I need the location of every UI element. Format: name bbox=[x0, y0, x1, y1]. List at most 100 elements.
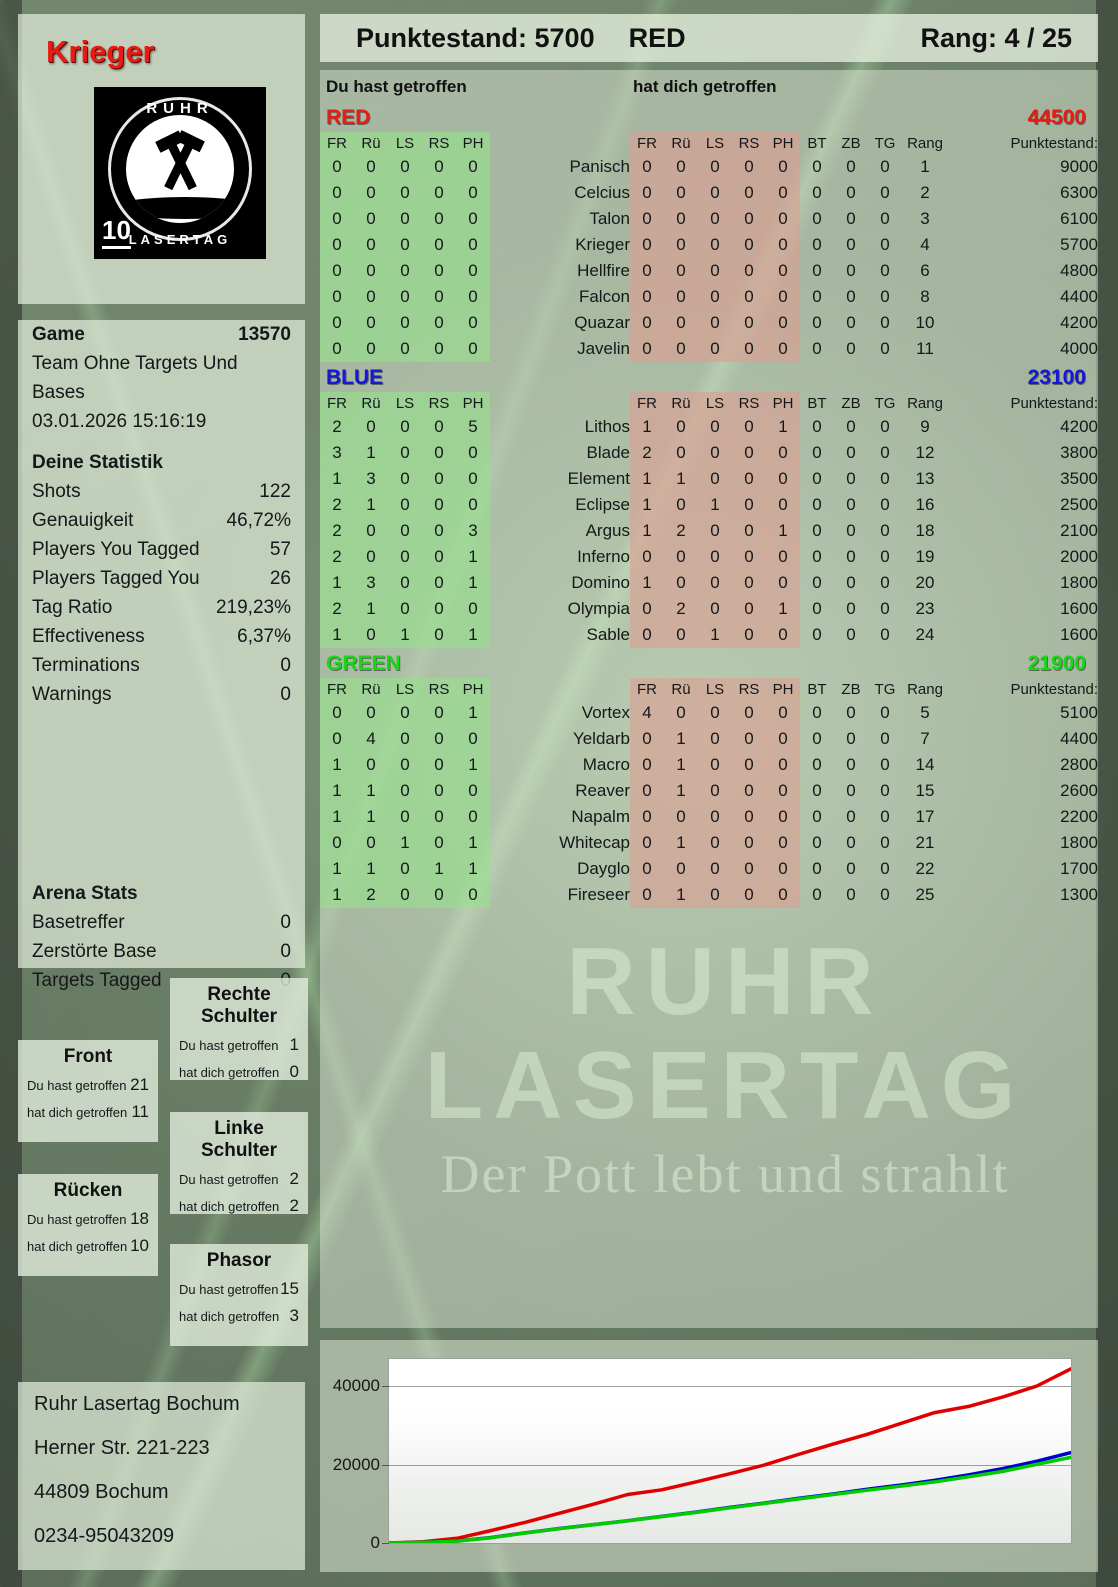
cell-you-tagged: 0 bbox=[388, 336, 422, 362]
cell-tg: 0 bbox=[880, 417, 890, 436]
cell-tg: 0 bbox=[880, 183, 890, 202]
cell-bt: 0 bbox=[812, 755, 822, 774]
cell-tagged-you: 0 bbox=[630, 284, 664, 310]
cell-you-tagged: 0 bbox=[456, 232, 490, 258]
chart-gridline bbox=[389, 1543, 1071, 1544]
cell-rank: 17 bbox=[915, 807, 935, 826]
logo-bottom-text: LASERTAG bbox=[128, 232, 232, 247]
cell-you-tagged: 0 bbox=[388, 414, 422, 440]
cell-tagged-you: 0 bbox=[664, 180, 698, 206]
cell-tagged-you: 0 bbox=[766, 440, 800, 466]
cell-rank: 22 bbox=[915, 859, 935, 878]
cell-you-tagged: 1 bbox=[354, 778, 388, 804]
cell-tagged-you: 0 bbox=[732, 544, 766, 570]
cell-you-tagged: 0 bbox=[388, 466, 422, 492]
cell-player-name: Celcius bbox=[574, 183, 630, 202]
column-header: FR bbox=[630, 132, 664, 154]
cell-zb: 0 bbox=[846, 755, 856, 774]
cell-points: 1800 bbox=[1060, 573, 1098, 592]
cell-points: 2500 bbox=[1060, 495, 1098, 514]
cell-you-tagged: 1 bbox=[320, 856, 354, 882]
column-header: TG bbox=[874, 394, 896, 412]
personal-stat-value: 0 bbox=[280, 684, 291, 705]
cell-player-name: Panisch bbox=[569, 157, 630, 176]
cell-rank: 15 bbox=[915, 781, 935, 800]
cell-points: 2000 bbox=[1060, 547, 1098, 566]
header-rank: Rang: 4 / 25 bbox=[920, 22, 1072, 53]
cell-tagged-you: 0 bbox=[630, 778, 664, 804]
cell-tagged-you: 0 bbox=[630, 882, 664, 908]
cell-you-tagged: 5 bbox=[456, 414, 490, 440]
personal-stat-value: 219,23% bbox=[215, 597, 291, 618]
cell-you-tagged: 0 bbox=[422, 284, 456, 310]
arena-stat-label: Zerstörte Base bbox=[32, 941, 157, 962]
cell-you-tagged: 0 bbox=[388, 284, 422, 310]
cell-tagged-you: 0 bbox=[630, 752, 664, 778]
personal-stat-row: Genauigkeit 46,72% bbox=[18, 506, 305, 535]
team-total: 21900 bbox=[1027, 652, 1086, 675]
cell-you-tagged: 0 bbox=[422, 882, 456, 908]
cell-tg: 0 bbox=[880, 495, 890, 514]
cell-tg: 0 bbox=[880, 729, 890, 748]
cell-tagged-you: 0 bbox=[698, 284, 732, 310]
cell-player-name: Fireseer bbox=[567, 885, 630, 904]
cell-you-tagged: 0 bbox=[388, 310, 422, 336]
cell-tagged-you: 1 bbox=[664, 882, 698, 908]
cell-bt: 0 bbox=[812, 859, 822, 878]
column-header: PH bbox=[766, 678, 800, 700]
cell-tagged-you: 1 bbox=[766, 518, 800, 544]
cell-you-tagged: 0 bbox=[422, 232, 456, 258]
hitzone-back: Rücken Du hast getroffen 18 hat dich getrof… bbox=[18, 1174, 158, 1276]
column-header: RS bbox=[732, 678, 766, 700]
column-header: FR bbox=[630, 392, 664, 414]
cell-you-tagged: 0 bbox=[388, 778, 422, 804]
cell-you-tagged: 0 bbox=[422, 726, 456, 752]
cell-you-tagged: 0 bbox=[388, 206, 422, 232]
cell-tagged-you: 0 bbox=[766, 778, 800, 804]
cell-tagged-you: 0 bbox=[766, 492, 800, 518]
cell-tagged-you: 0 bbox=[732, 726, 766, 752]
cell-you-tagged: 2 bbox=[320, 414, 354, 440]
hitzone-them-value: 2 bbox=[289, 1196, 299, 1215]
cell-tagged-you: 0 bbox=[698, 700, 732, 726]
address-line: 44809 Bochum bbox=[34, 1481, 169, 1503]
cell-tagged-you: 0 bbox=[630, 258, 664, 284]
cell-tagged-you: 0 bbox=[766, 830, 800, 856]
chart-series-green bbox=[389, 1455, 1071, 1543]
cell-you-tagged: 0 bbox=[354, 544, 388, 570]
cell-tagged-you: 0 bbox=[766, 804, 800, 830]
cell-tagged-you: 0 bbox=[766, 752, 800, 778]
cell-you-tagged: 0 bbox=[320, 726, 354, 752]
column-header: BT bbox=[807, 394, 827, 412]
hitzone-you-row: Du hast getroffen 2 bbox=[179, 1169, 299, 1189]
table-row: 1 3 0 0 1 Domino 1 0 0 0 0 0 0 0 20 1800 bbox=[320, 570, 1098, 596]
personal-stat-label: Effectiveness bbox=[32, 626, 145, 647]
cell-bt: 0 bbox=[812, 469, 822, 488]
cell-you-tagged: 1 bbox=[320, 466, 354, 492]
cell-you-tagged: 2 bbox=[354, 882, 388, 908]
column-header: Rü bbox=[664, 392, 698, 414]
chart-series-red bbox=[389, 1367, 1071, 1543]
table-header-row: FR Rü LS RS PH FR Rü LS RS PH BT ZB TG Rang Punktestan… bbox=[320, 678, 1098, 700]
personal-stat-label: Terminations bbox=[32, 655, 140, 676]
cell-tagged-you: 0 bbox=[766, 284, 800, 310]
arena-stats-title-text: Arena Stats bbox=[32, 883, 138, 904]
cell-tagged-you: 0 bbox=[732, 804, 766, 830]
cell-tg: 0 bbox=[880, 859, 890, 878]
cell-you-tagged: 0 bbox=[456, 258, 490, 284]
cell-tagged-you: 1 bbox=[630, 414, 664, 440]
cell-you-tagged: 0 bbox=[354, 622, 388, 648]
cell-you-tagged: 0 bbox=[456, 778, 490, 804]
column-header: RS bbox=[422, 132, 456, 154]
team-total: 23100 bbox=[1027, 366, 1086, 389]
cell-tagged-you: 0 bbox=[698, 544, 732, 570]
team-total: 44500 bbox=[1027, 106, 1086, 129]
cell-rank: 14 bbox=[915, 755, 935, 774]
cell-you-tagged: 0 bbox=[354, 414, 388, 440]
cell-you-tagged: 0 bbox=[388, 804, 422, 830]
caption-you-tagged: Du hast getroffen bbox=[326, 77, 467, 96]
header-score: Punktestand: 5700 bbox=[356, 22, 595, 53]
column-header: PH bbox=[766, 392, 800, 414]
cell-tagged-you: 0 bbox=[732, 518, 766, 544]
cell-points: 6300 bbox=[1060, 183, 1098, 202]
